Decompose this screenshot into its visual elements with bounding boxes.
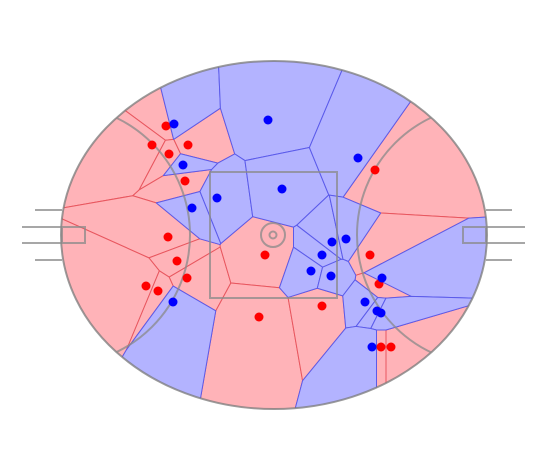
player-point-blue [169, 119, 179, 129]
field-markings [22, 60, 525, 410]
player-point-red [370, 165, 380, 175]
centre-circle-outer [260, 222, 286, 248]
player-point-blue [376, 308, 386, 318]
player-point-red [153, 286, 163, 296]
player-point-red [163, 232, 173, 242]
player-point-red [164, 149, 174, 159]
player-point-blue [317, 250, 327, 260]
player-point-red [386, 342, 396, 352]
player-point-blue [212, 193, 222, 203]
player-point-red [172, 256, 182, 266]
left-goal-square [61, 226, 86, 244]
player-point-blue [168, 297, 178, 307]
centre-circle-inner [268, 230, 278, 240]
player-point-red [365, 250, 375, 260]
player-points [141, 115, 396, 352]
player-point-blue [187, 203, 197, 213]
centre-square [209, 171, 338, 299]
player-point-blue [306, 266, 316, 276]
voronoi-cell-blue [265, 325, 377, 409]
player-point-red [183, 140, 193, 150]
player-point-blue [277, 184, 287, 194]
player-point-blue [353, 153, 363, 163]
right-goal-square [462, 226, 487, 244]
player-point-blue [377, 273, 387, 283]
player-point-red [161, 121, 171, 131]
fifty-metre-arcs [61, 104, 487, 366]
player-point-blue [326, 271, 336, 281]
player-point-blue [367, 342, 377, 352]
player-point-red [141, 281, 151, 291]
left-fifty-arc [61, 104, 191, 366]
player-point-blue [178, 160, 188, 170]
right-fifty-arc [356, 104, 487, 366]
player-point-blue [327, 237, 337, 247]
player-point-blue [341, 234, 351, 244]
player-point-red [182, 273, 192, 283]
player-point-red [317, 301, 327, 311]
player-point-red [180, 176, 190, 186]
player-point-red [260, 250, 270, 260]
player-point-red [147, 140, 157, 150]
player-point-red [376, 342, 386, 352]
voronoi-cell-blue [328, 194, 382, 262]
player-point-blue [263, 115, 273, 125]
voronoi-cell-blue [125, 61, 221, 140]
player-point-red [254, 312, 264, 322]
player-point-blue [360, 297, 370, 307]
voronoi-cell-blue [199, 153, 254, 245]
